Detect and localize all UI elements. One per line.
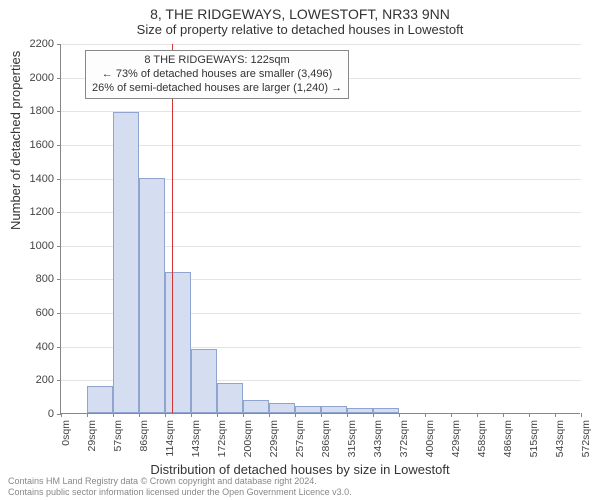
ytick-mark bbox=[57, 78, 61, 79]
xtick-label: 429sqm bbox=[450, 420, 462, 470]
histogram-bar bbox=[191, 349, 217, 413]
xtick-label: 315sqm bbox=[346, 420, 358, 470]
xtick-mark bbox=[347, 413, 348, 417]
xtick-label: 143sqm bbox=[190, 420, 202, 470]
footer-line-1: Contains HM Land Registry data © Crown c… bbox=[8, 476, 352, 486]
footer-attribution: Contains HM Land Registry data © Crown c… bbox=[8, 476, 352, 497]
xtick-mark bbox=[269, 413, 270, 417]
plot-area: 8 THE RIDGEWAYS: 122sqm← 73% of detached… bbox=[60, 44, 580, 414]
xtick-mark bbox=[61, 413, 62, 417]
xtick-label: 372sqm bbox=[398, 420, 410, 470]
xtick-label: 200sqm bbox=[242, 420, 254, 470]
xtick-label: 0sqm bbox=[60, 420, 72, 470]
ytick-mark bbox=[57, 212, 61, 213]
ytick-label: 1400 bbox=[0, 173, 54, 185]
annotation-line-1: 8 THE RIDGEWAYS: 122sqm bbox=[92, 54, 342, 68]
xtick-mark bbox=[581, 413, 582, 417]
ytick-mark bbox=[57, 313, 61, 314]
ytick-mark bbox=[57, 279, 61, 280]
xtick-label: 515sqm bbox=[528, 420, 540, 470]
xtick-mark bbox=[529, 413, 530, 417]
ytick-label: 400 bbox=[0, 341, 54, 353]
xtick-mark bbox=[243, 413, 244, 417]
xtick-label: 343sqm bbox=[372, 420, 384, 470]
xtick-label: 572sqm bbox=[580, 420, 592, 470]
ytick-label: 800 bbox=[0, 273, 54, 285]
ytick-mark bbox=[57, 111, 61, 112]
histogram-bar bbox=[373, 408, 399, 413]
xtick-mark bbox=[477, 413, 478, 417]
histogram-bar bbox=[269, 403, 295, 413]
xtick-mark bbox=[295, 413, 296, 417]
chart-container: 8, THE RIDGEWAYS, LOWESTOFT, NR33 9NN Si… bbox=[0, 0, 600, 500]
xtick-label: 458sqm bbox=[476, 420, 488, 470]
xtick-label: 229sqm bbox=[268, 420, 280, 470]
xtick-mark bbox=[399, 413, 400, 417]
xtick-label: 172sqm bbox=[216, 420, 228, 470]
ytick-mark bbox=[57, 380, 61, 381]
xtick-mark bbox=[191, 413, 192, 417]
xtick-label: 543sqm bbox=[554, 420, 566, 470]
xtick-mark bbox=[113, 413, 114, 417]
reference-line bbox=[172, 44, 173, 413]
xtick-label: 486sqm bbox=[502, 420, 514, 470]
histogram-bar bbox=[321, 406, 347, 413]
ytick-label: 2000 bbox=[0, 72, 54, 84]
xtick-mark bbox=[87, 413, 88, 417]
ytick-label: 1000 bbox=[0, 240, 54, 252]
gridline bbox=[61, 44, 581, 45]
ytick-mark bbox=[57, 246, 61, 247]
title-main: 8, THE RIDGEWAYS, LOWESTOFT, NR33 9NN bbox=[0, 0, 600, 22]
xtick-mark bbox=[451, 413, 452, 417]
footer-line-2: Contains public sector information licen… bbox=[8, 487, 352, 497]
xtick-mark bbox=[425, 413, 426, 417]
xtick-mark bbox=[321, 413, 322, 417]
ytick-label: 1600 bbox=[0, 139, 54, 151]
ytick-mark bbox=[57, 44, 61, 45]
ytick-label: 1200 bbox=[0, 206, 54, 218]
histogram-bar bbox=[87, 386, 113, 413]
ytick-label: 2200 bbox=[0, 38, 54, 50]
xtick-mark bbox=[503, 413, 504, 417]
histogram-bar bbox=[165, 272, 191, 413]
ytick-label: 1800 bbox=[0, 105, 54, 117]
ytick-mark bbox=[57, 179, 61, 180]
xtick-label: 57sqm bbox=[112, 420, 124, 470]
histogram-bar bbox=[347, 408, 373, 413]
xtick-mark bbox=[373, 413, 374, 417]
xtick-mark bbox=[217, 413, 218, 417]
xtick-label: 257sqm bbox=[294, 420, 306, 470]
xtick-label: 286sqm bbox=[320, 420, 332, 470]
annotation-line-2: ← 73% of detached houses are smaller (3,… bbox=[92, 68, 342, 82]
ytick-label: 600 bbox=[0, 307, 54, 319]
annotation-line-3: 26% of semi-detached houses are larger (… bbox=[92, 82, 342, 96]
xtick-mark bbox=[555, 413, 556, 417]
gridline bbox=[61, 145, 581, 146]
xtick-mark bbox=[165, 413, 166, 417]
ytick-mark bbox=[57, 347, 61, 348]
title-sub: Size of property relative to detached ho… bbox=[0, 22, 600, 39]
ytick-mark bbox=[57, 145, 61, 146]
histogram-bar bbox=[295, 406, 321, 413]
annotation-box: 8 THE RIDGEWAYS: 122sqm← 73% of detached… bbox=[85, 50, 349, 99]
xtick-label: 114sqm bbox=[164, 420, 176, 470]
xtick-label: 86sqm bbox=[138, 420, 150, 470]
xtick-mark bbox=[139, 413, 140, 417]
histogram-bar bbox=[217, 383, 243, 413]
xtick-label: 29sqm bbox=[86, 420, 98, 470]
histogram-bar bbox=[243, 400, 269, 413]
histogram-bar bbox=[139, 178, 165, 413]
xtick-label: 400sqm bbox=[424, 420, 436, 470]
histogram-bar bbox=[113, 112, 139, 413]
ytick-label: 0 bbox=[0, 408, 54, 420]
ytick-label: 200 bbox=[0, 374, 54, 386]
gridline bbox=[61, 111, 581, 112]
